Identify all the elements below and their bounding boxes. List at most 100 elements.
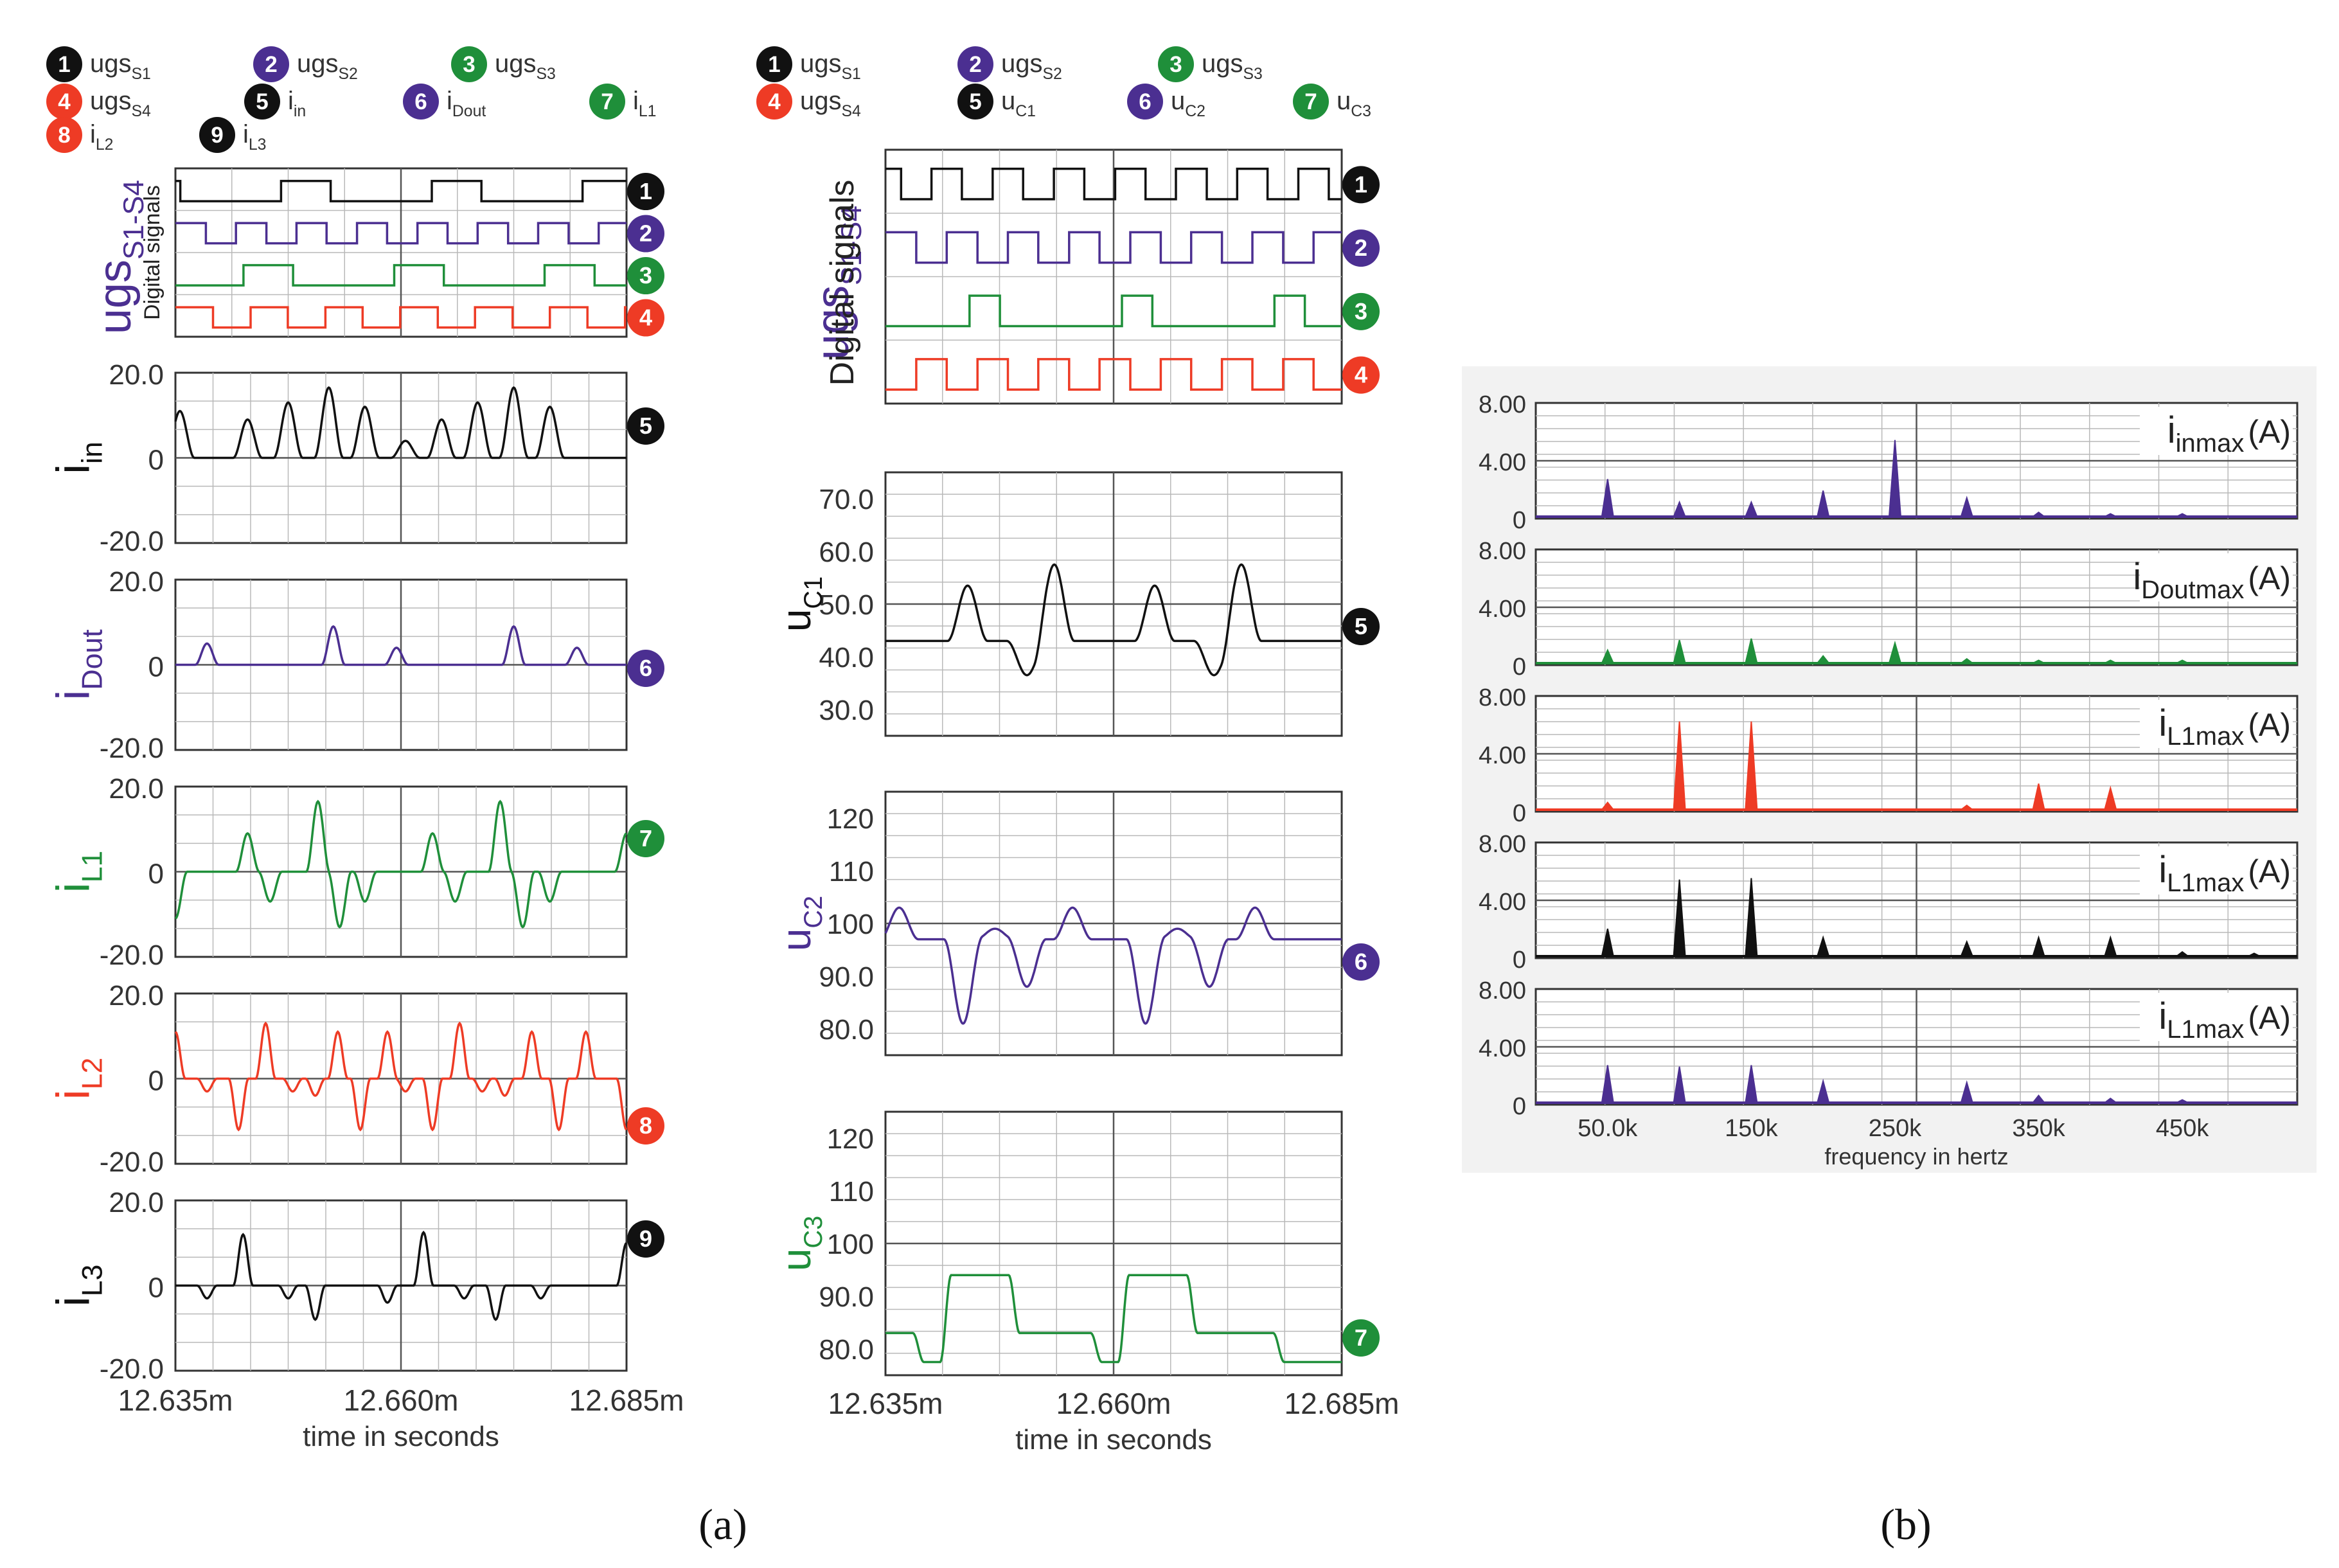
a1-digital-marker-2-circle [627,215,664,253]
a1-il2-ylabel: iL2 [48,1058,109,1100]
a1-digital-marker-2-num: 2 [639,220,652,247]
b-b-idout-bar [2104,659,2117,664]
a2-uc2-ylabel-base: u [773,929,819,952]
a1-idout-ylabel-base: i [48,690,100,700]
a2-digital-ylabel: ugsS1-S4 [807,206,867,360]
a2-xtick: 12.660m [1056,1387,1171,1420]
a2-xtick: 12.685m [1284,1387,1399,1420]
a1-digital-trace-1 [175,179,627,202]
a2-uc2-ytick: 120 [827,803,874,835]
a2-uc1-ylabel: uC1 [773,576,828,632]
a1-il3-ytick: -20.0 [100,1353,164,1385]
a2-uc2-ytick: 80.0 [819,1014,874,1046]
b-b-il1b-title-bg [2140,846,2293,895]
legend-a2-label-7-sub: C3 [1351,103,1371,120]
a2-uc2-marker-num: 6 [1355,949,1367,975]
a1-il3-ylabel-sub: L3 [77,1265,109,1297]
a2-uc1-ytick: 70.0 [819,484,874,515]
a2-uc3-marker-circle [1342,1319,1380,1357]
b-title-base: i [2158,702,2167,744]
legend-a2-label-7: uC3 [1337,87,1371,120]
b-b-il1a-title-bg [2140,700,2293,748]
legend-a1-label-4-base: ugs [90,87,132,115]
a2-uc3-ytick: 90.0 [819,1281,874,1313]
b-title-sub: L1max [2167,869,2244,897]
legend-a2-label-4-base: ugs [800,87,842,115]
a2-digital-ylabel-sub: S1-S4 [836,206,867,285]
b-b-iin-bar [1960,495,1974,517]
legend-a2-label-6-sub: C2 [1185,103,1205,120]
b-title-sub: Doutmax [2141,576,2244,604]
b-b-iin-bar [1888,440,1902,517]
b-b-il1b-bar [1673,879,1686,957]
b-b-il1a-bar [2104,785,2117,810]
legend-a1-label-3-sub: S3 [537,66,556,83]
legend-a1-badge-7-circle [589,84,625,120]
b-title-base: i [2158,995,2167,1037]
b-b-idout-ytick: 0 [1513,654,1526,681]
caption-b: (b) [1880,1500,1931,1549]
a1-iin-ylabel-base: i [48,464,100,474]
b-b-il1b-bar [1745,878,1758,957]
legend-a1-label-2-sub: S2 [339,66,358,83]
a1-xtick: 12.635m [118,1384,233,1417]
a2-uc3-trace [885,1274,1342,1364]
b-b-il1b-bar [1960,940,1974,957]
a2-uc1-ytick: 60.0 [819,537,874,568]
a1-digital-trace-2 [175,222,627,245]
b-b-il1a-ytick: 0 [1513,800,1526,827]
legend-a2-label-2: ugsS2 [1001,49,1062,83]
legend-a2-label-6-base: u [1171,87,1185,115]
b-b-idout-bar [2176,659,2189,664]
a1-il3-ylabel: iL3 [48,1265,109,1307]
b-b-il1b-ytick: 0 [1513,947,1526,974]
a2-uc3-ylabel-sub: C3 [799,1216,828,1249]
legend-a2-label-4: ugsS4 [800,87,861,120]
a2-uc1-ylabel-base: u [773,609,819,632]
legend-a1-label-7-base: i [633,87,639,115]
legend-a1-badge-2-circle [253,46,289,82]
a1-il1-ylabel: iL1 [48,851,109,893]
a2-uc2-marker-circle [1342,943,1380,981]
a2-uc3-ytick: 80.0 [819,1334,874,1366]
a2-digital-trace-1 [885,167,1342,200]
b-xtick: 250k [1869,1115,1922,1142]
a1-idout-marker-num: 6 [639,655,652,681]
b-title-sub: L1max [2167,722,2244,751]
a2-digital-marker-4-num: 4 [1355,362,1367,388]
a1-il1-ytick: -20.0 [100,940,164,971]
legend-a2-badge-1-circle [756,46,792,82]
b-b-il1a-title: iL1max (A) [2158,702,2291,751]
a1-digital-marker-4-num: 4 [639,305,652,331]
a1-digital-marker-4-circle [627,299,664,337]
legend-a1-badge-1-num: 1 [58,52,70,77]
a1-il2-ylabel-sub: L2 [77,1058,109,1090]
legend-a2-badge-4-num: 4 [768,89,781,114]
legend-a1-badge-6-num: 6 [414,89,427,114]
legend-a2-badge-1-num: 1 [768,52,780,77]
a1-iin-ylabel-sub: in [77,441,109,464]
a1-il2-marker-circle [627,1107,664,1145]
a2-uc1-ytick: 40.0 [819,642,874,673]
legend-a2-label-6: uC2 [1171,87,1205,120]
a2-uc1-ytick: 50.0 [819,589,874,621]
legend-a1-label-7: iL1 [633,87,656,120]
legend-a1-badge-8-num: 8 [58,123,70,148]
legend-a1-label-6: iDout [447,87,486,120]
a1-iin-ytick: 0 [148,445,164,476]
b-xtick: 450k [2156,1115,2209,1142]
a2-uc1-ylabel-sub: C1 [799,576,828,609]
legend-a1-label-3-base: ugs [495,49,537,78]
a2-digital-inner-label: Digital signals [824,180,861,386]
a2-digital-marker-2-circle [1342,229,1380,267]
legend-a2-label-2-sub: S2 [1043,66,1062,83]
legend-a1-badge-6-circle [403,84,439,120]
legend-a2-label-1: ugsS1 [800,49,861,83]
b-b-iin-bar [1673,500,1687,517]
a1-il1-ylabel-sub: L1 [77,851,109,883]
legend-a2-badge-2-num: 2 [969,52,981,77]
legend-a2-badge-3-num: 3 [1170,52,1182,77]
legend-a2-badge-7-circle [1293,84,1329,120]
b-b-idout-bar [1888,640,1902,664]
b-title-base: i [2158,849,2167,891]
